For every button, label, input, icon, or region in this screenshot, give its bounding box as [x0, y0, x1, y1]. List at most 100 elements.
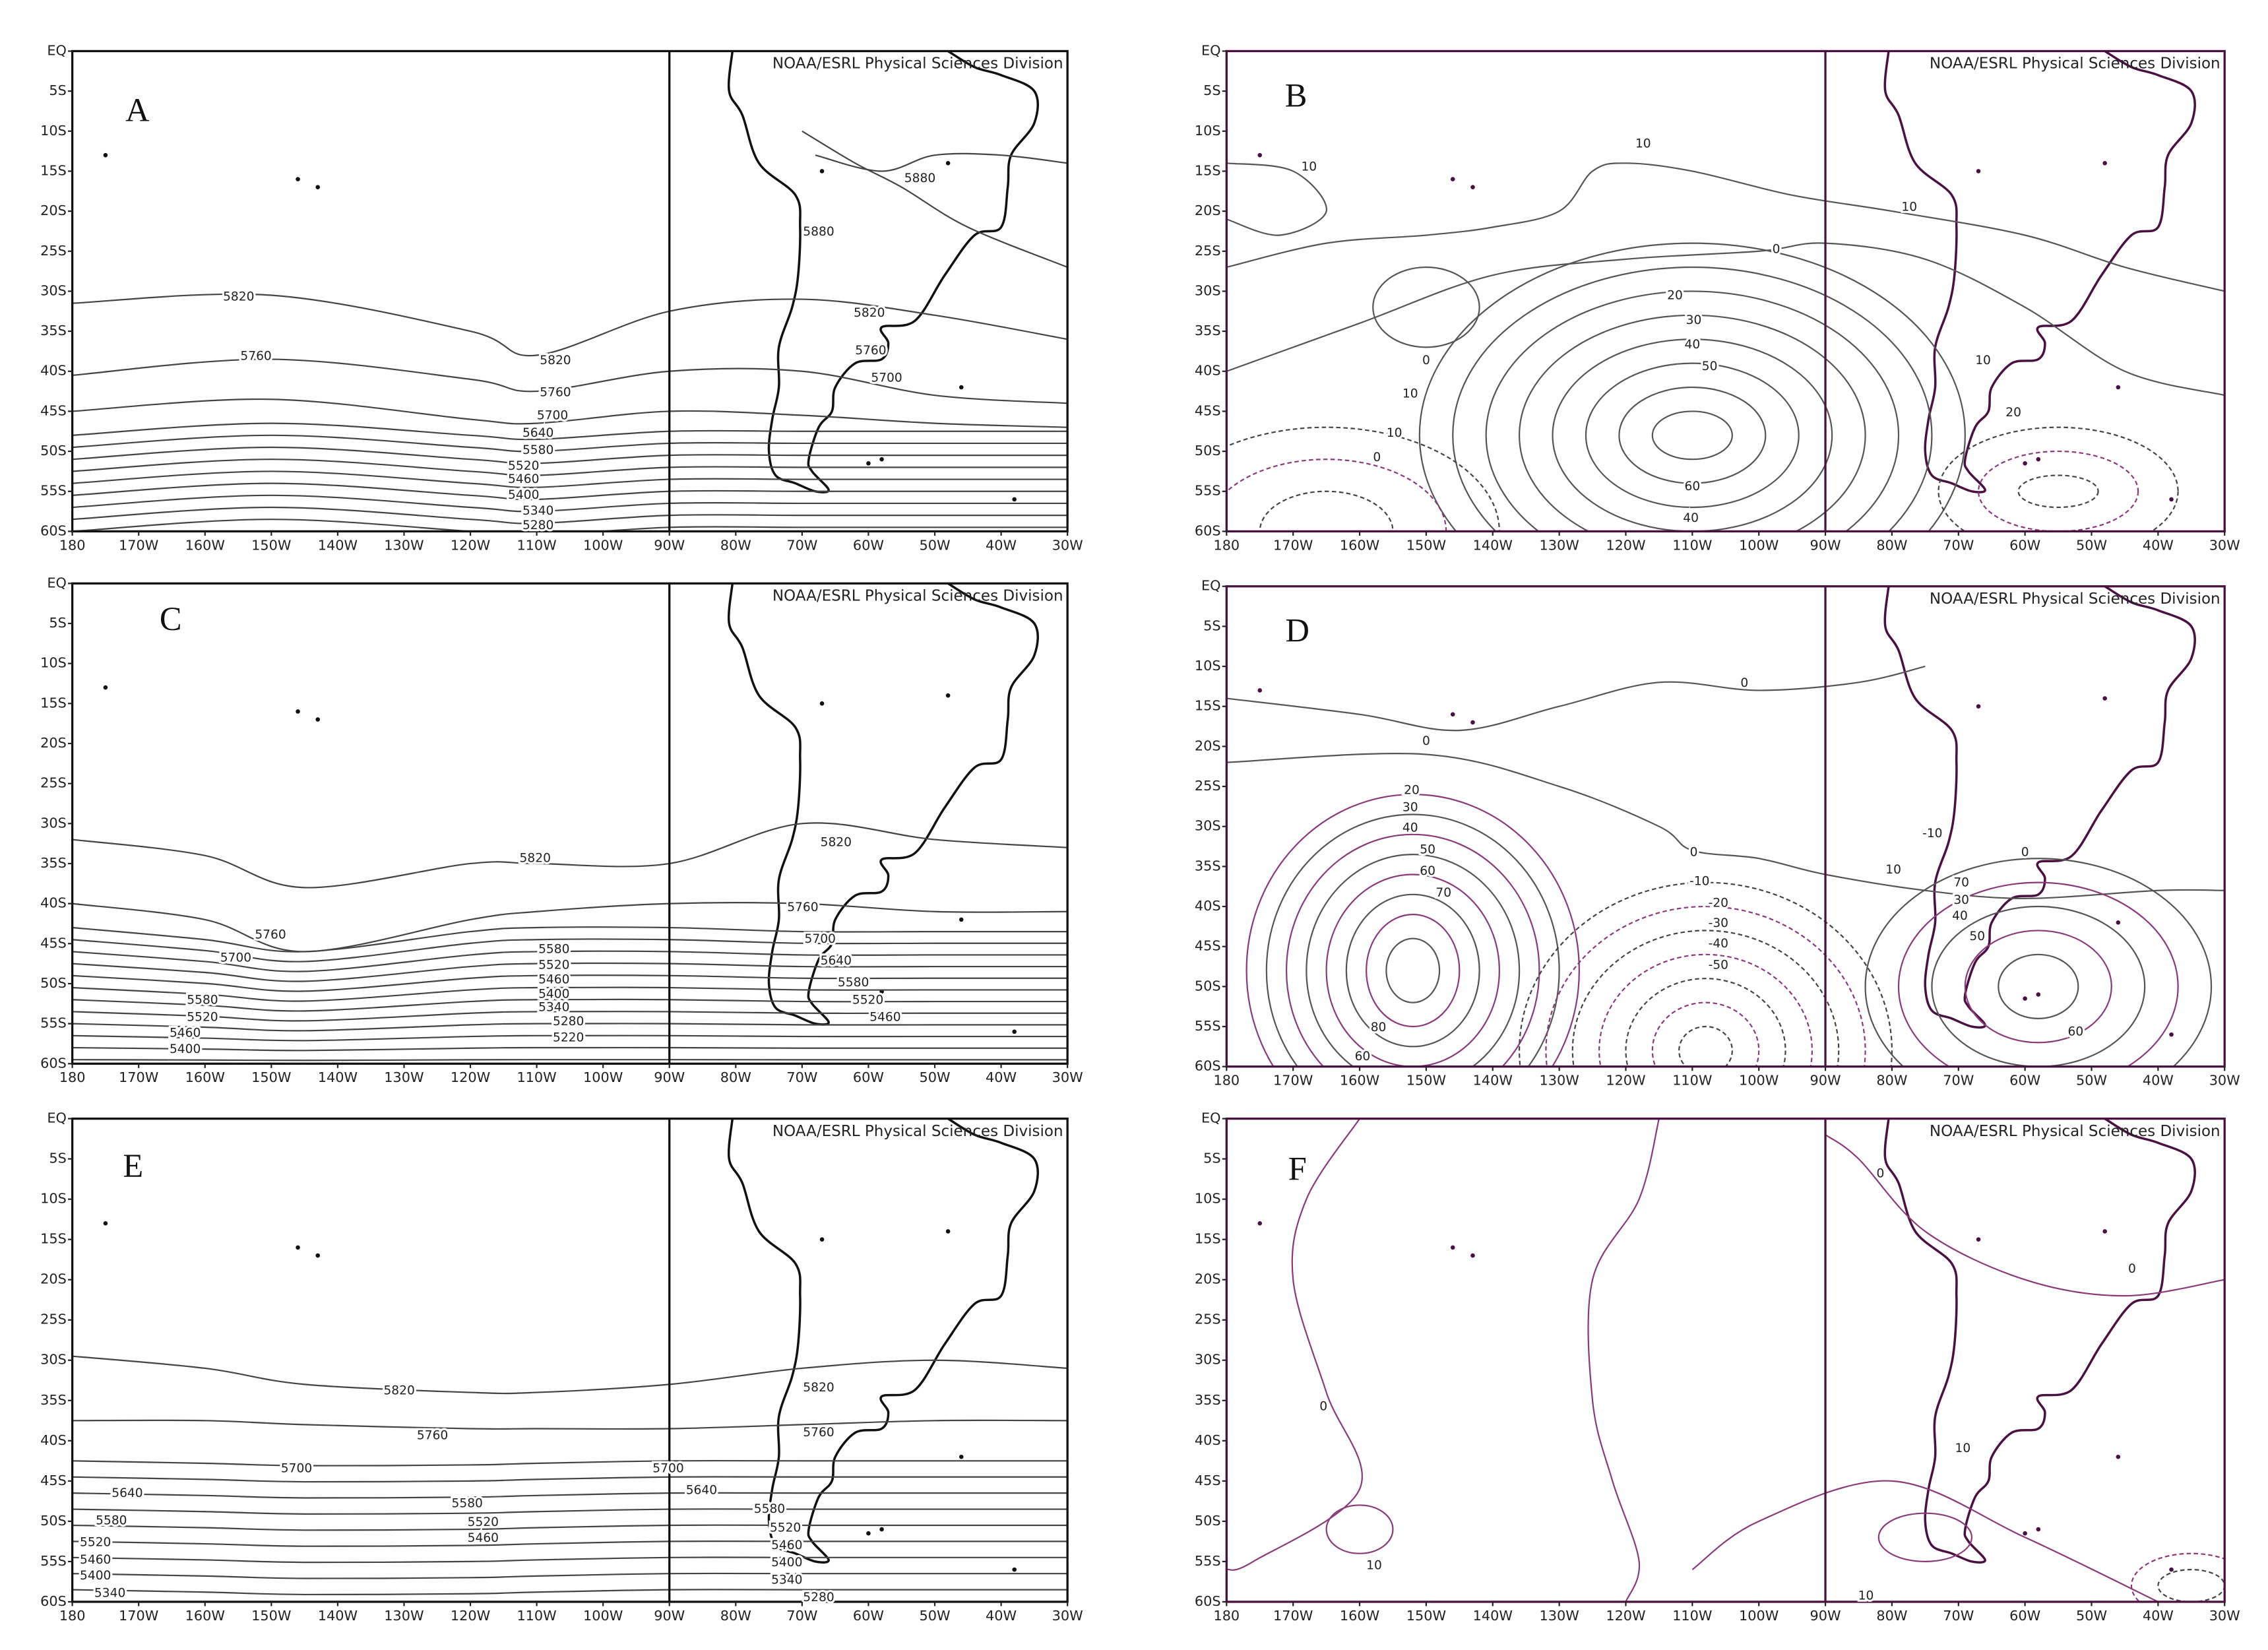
lon-tick-label: 160W	[1340, 1073, 1379, 1089]
lon-tick-label: 120W	[1606, 1073, 1645, 1089]
lat-tick-label: 30S	[40, 282, 67, 298]
island	[2116, 385, 2121, 390]
contour-label: 5340	[522, 504, 553, 518]
lon-tick-label: 140W	[318, 1069, 358, 1085]
lon-tick-label: 180	[1213, 537, 1240, 553]
lat-tick-label: 40S	[40, 1432, 67, 1448]
island	[1976, 1237, 1981, 1242]
contour-label: 30	[1402, 801, 1418, 815]
island	[2036, 457, 2041, 462]
contour-line	[72, 938, 1068, 963]
lon-tick-label: 180	[59, 1608, 86, 1624]
lon-tick-label: 30W	[2209, 1608, 2240, 1624]
island	[819, 701, 825, 706]
lat-tick-label: 50S	[1195, 978, 1221, 994]
lon-tick-label: 140W	[318, 1608, 358, 1624]
lon-tick-label: 80W	[720, 537, 751, 553]
contour-label: 5520	[80, 1536, 111, 1550]
contour-line	[72, 293, 1068, 357]
contour-line	[72, 482, 1068, 501]
map-layer	[72, 1118, 1068, 1596]
contour-label: 10	[1955, 1442, 1971, 1455]
contour-label: 5760	[240, 350, 271, 364]
contour-label: 40	[1402, 821, 1418, 835]
contour-label: 5880	[803, 225, 834, 239]
lon-tick-label: 160W	[185, 1608, 225, 1624]
map-layer	[1226, 586, 2225, 1067]
contour-label: 5460	[468, 1531, 499, 1545]
panel-letter: D	[1286, 612, 1309, 649]
lon-tick-label: 160W	[1340, 1608, 1379, 1624]
lat-tick-label: 60S	[1195, 1058, 1221, 1074]
lat-tick-label: 5S	[1203, 618, 1220, 633]
contour-label: 5580	[187, 993, 218, 1007]
contour-label: 5700	[652, 1462, 683, 1476]
island	[2116, 920, 2121, 925]
contour-line	[1306, 854, 1521, 1067]
lat-tick-label: 35S	[40, 855, 67, 871]
contour-line	[72, 470, 1068, 488]
island	[1257, 1221, 1263, 1226]
lon-tick-label: 70W	[786, 537, 817, 553]
panel-letter: F	[1288, 1150, 1307, 1187]
lon-tick-label: 170W	[119, 1608, 158, 1624]
lon-tick-label: 100W	[1739, 537, 1779, 553]
lat-tick-label: 5S	[1203, 82, 1220, 98]
contour-line-negative	[2017, 474, 2099, 509]
contour-label: -10	[1922, 827, 1942, 841]
lat-tick-label: 60S	[1195, 1593, 1221, 1609]
island	[866, 460, 871, 466]
lon-tick-label: 150W	[1406, 1073, 1446, 1089]
contour-line	[1226, 162, 2225, 292]
island	[879, 1527, 884, 1532]
contour-label: 20	[2005, 406, 2021, 420]
credit: NOAA/ESRL Physical Sciences Division	[772, 588, 1063, 605]
lon-tick-label: 90W	[1810, 537, 1841, 553]
lon-tick-label: 130W	[1539, 537, 1579, 553]
lon-tick-label: 40W	[2143, 537, 2174, 553]
lon-tick-label: 30W	[1052, 1608, 1083, 1624]
lon-tick-label: 70W	[1943, 537, 1974, 553]
contour-line	[1485, 290, 1900, 532]
contour-line	[1585, 362, 1800, 509]
contour-line-negative	[2130, 1552, 2225, 1602]
contour-label: 5400	[771, 1556, 802, 1570]
contour-line	[1552, 338, 1833, 532]
contour-label: -30	[1709, 916, 1728, 930]
island	[1470, 1253, 1475, 1258]
contour-label: 30	[1686, 313, 1702, 327]
lon-tick-label: 90W	[654, 537, 685, 553]
lon-tick-label: 60W	[853, 1069, 884, 1085]
contour-label: 10	[1858, 1589, 1874, 1603]
island	[2102, 696, 2107, 701]
lon-tick-label: 110W	[517, 1608, 556, 1624]
contour-line	[1226, 162, 1327, 236]
contour-label: 5520	[538, 959, 569, 972]
lon-tick-label: 50W	[919, 537, 950, 553]
lon-tick-label: 120W	[451, 1608, 490, 1624]
contour-label: 5460	[170, 1027, 201, 1040]
island	[1976, 704, 1981, 709]
island	[1470, 720, 1475, 725]
lon-tick-label: 170W	[1273, 537, 1313, 553]
island	[945, 1229, 951, 1234]
island	[1012, 497, 1017, 502]
coastline	[727, 1118, 1039, 1564]
contour-label: 10	[1301, 160, 1317, 174]
contour-line	[815, 152, 1068, 172]
lon-tick-label: 180	[59, 1069, 86, 1085]
contour-line-negative	[1625, 978, 1786, 1067]
island	[1450, 1245, 1455, 1250]
lat-tick-label: EQ	[1201, 42, 1221, 58]
lat-tick-label: 60S	[1195, 523, 1221, 538]
coastline	[727, 51, 1039, 493]
lon-tick-label: 100W	[1739, 1073, 1779, 1089]
contour-line	[1877, 1512, 1973, 1562]
contour-label: 60	[1684, 480, 1700, 493]
lat-tick-label: 15S	[40, 1231, 67, 1247]
contour-label: 5340	[538, 1000, 569, 1014]
lon-tick-label: 30W	[2209, 1073, 2240, 1089]
lat-tick-label: 10S	[40, 655, 67, 671]
contour-line-negative	[1545, 905, 1866, 1067]
contour-label: 5700	[805, 932, 836, 946]
